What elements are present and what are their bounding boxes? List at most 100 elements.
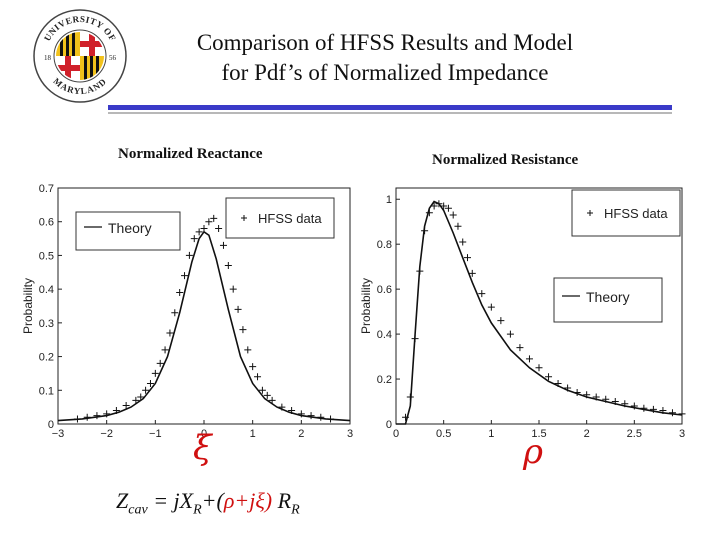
x-tick-label-resistance: 0	[393, 428, 399, 440]
hfss-data-point-reactance	[73, 415, 81, 423]
hfss-data-point-resistance	[416, 267, 424, 275]
hfss-data-point-reactance	[185, 251, 193, 259]
hfss-data-point-resistance	[435, 200, 443, 208]
rho-symbol: ρ	[523, 432, 543, 472]
hfss-data-point-resistance	[649, 405, 657, 413]
slide-title: Comparison of HFSS Results and Model for…	[150, 28, 620, 88]
hfss-data-point-reactance	[239, 326, 247, 334]
y-tick-label-reactance: 0.1	[39, 385, 54, 397]
hfss-data-point-reactance	[146, 380, 154, 388]
hfss-data-point-reactance	[297, 410, 305, 418]
legend-label-hfss-reactance: HFSS data	[258, 211, 322, 226]
hfss-data-point-reactance	[190, 235, 198, 243]
impedance-formula: Zcav = jXR+(ρ+jξ) RR	[116, 488, 300, 518]
xi-symbol: ξ	[193, 428, 212, 468]
hfss-data-point-reactance	[249, 363, 257, 371]
hfss-data-point-reactance	[195, 228, 203, 236]
legend-box-reactance	[75, 211, 181, 251]
hfss-data-point-reactance	[161, 346, 169, 354]
hfss-data-point-reactance	[151, 369, 159, 377]
formula-z-sub: cav	[128, 502, 148, 518]
hfss-data-point-resistance	[602, 395, 610, 403]
y-tick-label-reactance: 0	[48, 419, 54, 431]
y-tick-label-resistance: 0	[386, 419, 392, 431]
hfss-data-point-reactance	[132, 396, 140, 404]
y-tick-label-reactance: 0.4	[39, 284, 54, 296]
formula-close: )	[264, 488, 273, 513]
hfss-data-point-reactance	[219, 241, 227, 249]
title-line-1: Comparison of HFSS Results and Model	[196, 30, 574, 55]
y-tick-label-reactance: 0.5	[39, 250, 54, 262]
hfss-data-point-reactance	[278, 403, 286, 411]
hfss-data-point-reactance	[224, 262, 232, 270]
university-seal-logo: UNIVERSITY OF MARYLAND 18 56	[33, 9, 127, 103]
hfss-data-point-resistance	[430, 202, 438, 210]
hfss-data-point-resistance	[678, 410, 686, 418]
hfss-data-point-reactance	[205, 218, 213, 226]
legend-box-resistance	[553, 277, 663, 323]
hfss-data-point-resistance	[668, 409, 676, 417]
formula-r-sub: R	[291, 502, 300, 518]
hfss-data-point-reactance	[112, 407, 120, 415]
hfss-data-point-reactance	[288, 407, 296, 415]
x-tick-label-reactance: −3	[52, 428, 65, 440]
hfss-data-point-reactance	[200, 224, 208, 232]
hfss-data-point-reactance	[254, 373, 262, 381]
hfss-data-point-resistance	[640, 404, 648, 412]
formula-rho: ρ	[223, 488, 235, 513]
x-tick-label-reactance: 3	[347, 428, 353, 440]
formula-jx: = jX	[147, 488, 194, 513]
x-tick-label-resistance: 3	[679, 428, 685, 440]
y-tick-label-reactance: 0.2	[39, 352, 54, 364]
hfss-data-point-reactance	[93, 412, 101, 420]
formula-xi: ξ	[255, 488, 265, 513]
hfss-data-point-reactance	[83, 413, 91, 421]
hfss-data-point-reactance	[156, 359, 164, 367]
hfss-data-point-reactance	[229, 285, 237, 293]
hfss-data-point-reactance	[210, 214, 218, 222]
hfss-data-point-reactance	[307, 412, 315, 420]
y-tick-label-resistance: 0.4	[377, 329, 392, 341]
hfss-data-point-reactance	[258, 386, 266, 394]
hfss-data-point-resistance	[545, 373, 553, 381]
logo-year-left: 18	[44, 54, 52, 62]
x-tick-label-reactance: 1	[250, 428, 256, 440]
hfss-data-point-reactance	[181, 272, 189, 280]
hfss-data-point-resistance	[444, 204, 452, 212]
y-tick-label-reactance: 0.3	[39, 318, 54, 330]
title-rule	[108, 105, 672, 110]
x-tick-label-resistance: 2.5	[627, 428, 642, 440]
hfss-data-point-reactance	[122, 401, 130, 409]
formula-plus-j: +j	[234, 488, 256, 513]
hfss-data-point-resistance	[583, 391, 591, 399]
hfss-data-point-resistance	[449, 211, 457, 219]
hfss-data-point-resistance	[440, 202, 448, 210]
hfss-data-point-resistance	[425, 209, 433, 217]
legend-label-hfss-resistance: HFSS data	[604, 206, 668, 221]
y-tick-label-resistance: 0.2	[377, 374, 392, 386]
legend-label-theory-reactance: Theory	[108, 220, 152, 236]
formula-r: R	[272, 488, 292, 513]
hfss-data-point-reactance	[166, 329, 174, 337]
hfss-data-point-reactance	[327, 415, 335, 423]
hfss-data-point-resistance	[468, 269, 476, 277]
hfss-data-point-resistance	[611, 398, 619, 406]
logo-year-right: 56	[109, 54, 117, 62]
heading-resistance: Normalized Resistance	[432, 152, 579, 168]
y-axis-label-reactance: Probability	[21, 278, 35, 334]
hfss-data-point-resistance	[659, 407, 667, 415]
title-rule-shadow	[108, 112, 672, 114]
hfss-data-point-resistance	[630, 402, 638, 410]
hfss-data-point-reactance	[234, 305, 242, 313]
hfss-data-point-resistance	[554, 380, 562, 388]
hfss-data-point-resistance	[621, 400, 629, 408]
x-tick-label-reactance: 0	[201, 428, 207, 440]
hfss-data-point-resistance	[573, 389, 581, 397]
hfss-data-point-resistance	[564, 384, 572, 392]
y-tick-label-resistance: 0.8	[377, 239, 392, 251]
hfss-data-point-reactance	[137, 393, 145, 401]
x-tick-label-resistance: 1	[488, 428, 494, 440]
x-tick-label-reactance: −1	[149, 428, 162, 440]
hfss-data-point-reactance	[103, 410, 111, 418]
hfss-data-point-resistance	[592, 393, 600, 401]
